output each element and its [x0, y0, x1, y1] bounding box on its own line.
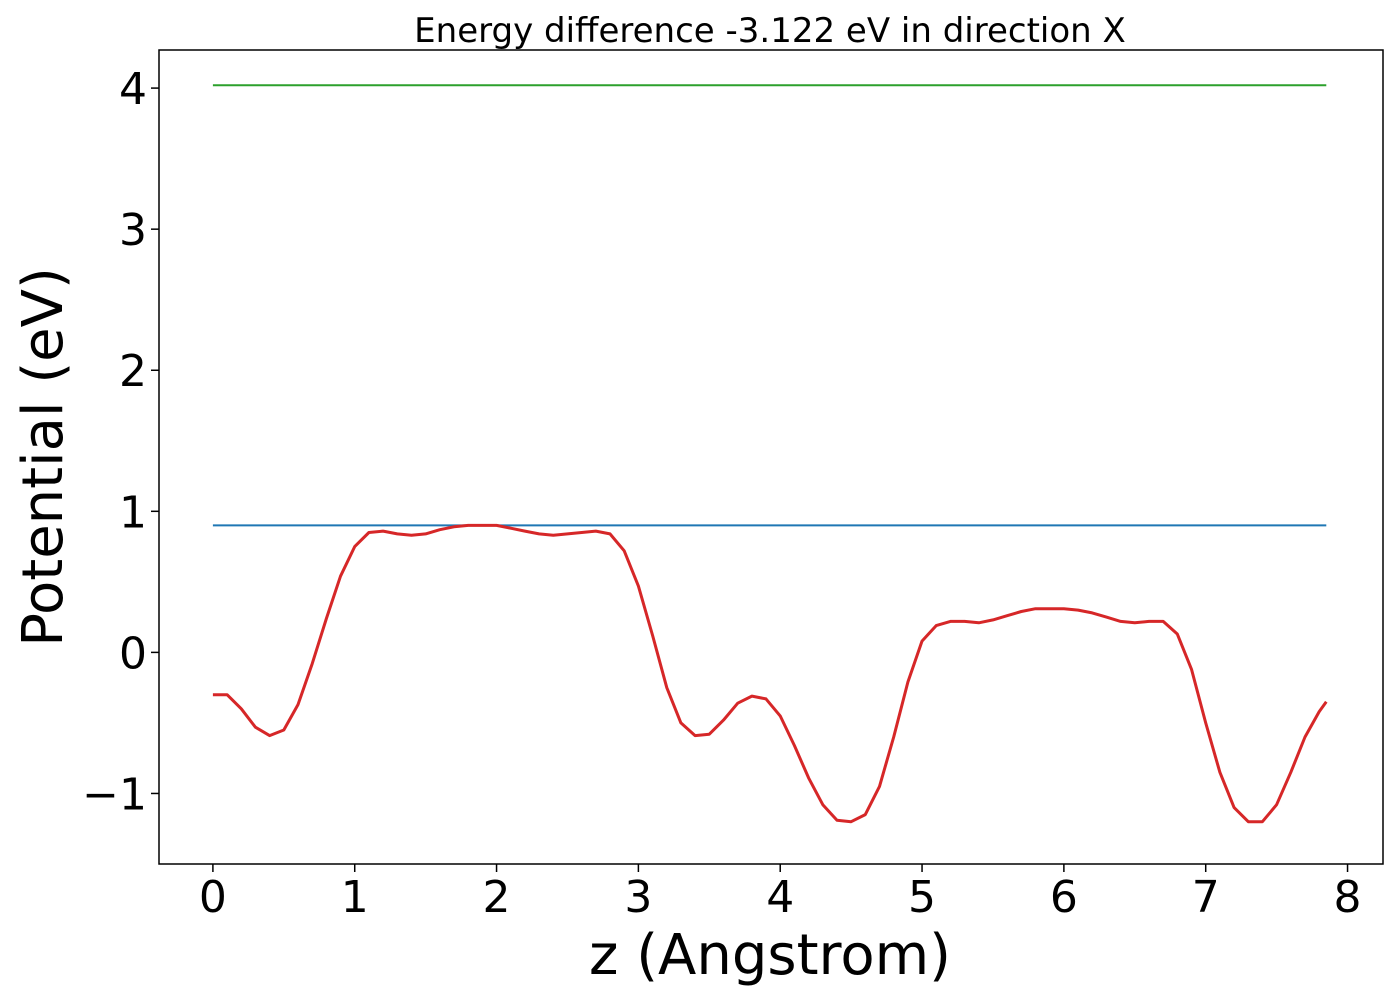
y-tick-label: −1: [82, 769, 147, 820]
y-tick-label: 2: [119, 346, 147, 397]
x-tick-label: 1: [341, 872, 369, 923]
y-axis: −1 0 1 2 3 4: [82, 64, 159, 820]
x-axis: 0 1 2 3 4 5 6 7 8: [199, 864, 1362, 923]
series-line-3: [212, 523, 1328, 824]
x-tick-label: 7: [1192, 872, 1220, 923]
x-axis-label: z (Angstrom): [589, 923, 951, 988]
plot-series: [212, 84, 1328, 824]
x-tick-label: 4: [766, 872, 794, 923]
x-tick-label: 3: [624, 872, 652, 923]
x-tick-label: 8: [1334, 872, 1362, 923]
x-tick-label: 5: [908, 872, 936, 923]
y-tick-label: 0: [119, 628, 147, 679]
plot-frame: [158, 49, 1384, 865]
x-tick-label: 0: [199, 872, 227, 923]
y-axis-label: Potential (eV): [11, 267, 76, 647]
y-tick-label: 3: [119, 205, 147, 256]
x-tick-label: 2: [483, 872, 511, 923]
y-tick-label: 1: [119, 487, 147, 538]
chart-title: Energy difference -3.122 eV in direction…: [414, 11, 1126, 51]
x-tick-label: 6: [1050, 872, 1078, 923]
y-tick-label: 4: [119, 64, 147, 115]
